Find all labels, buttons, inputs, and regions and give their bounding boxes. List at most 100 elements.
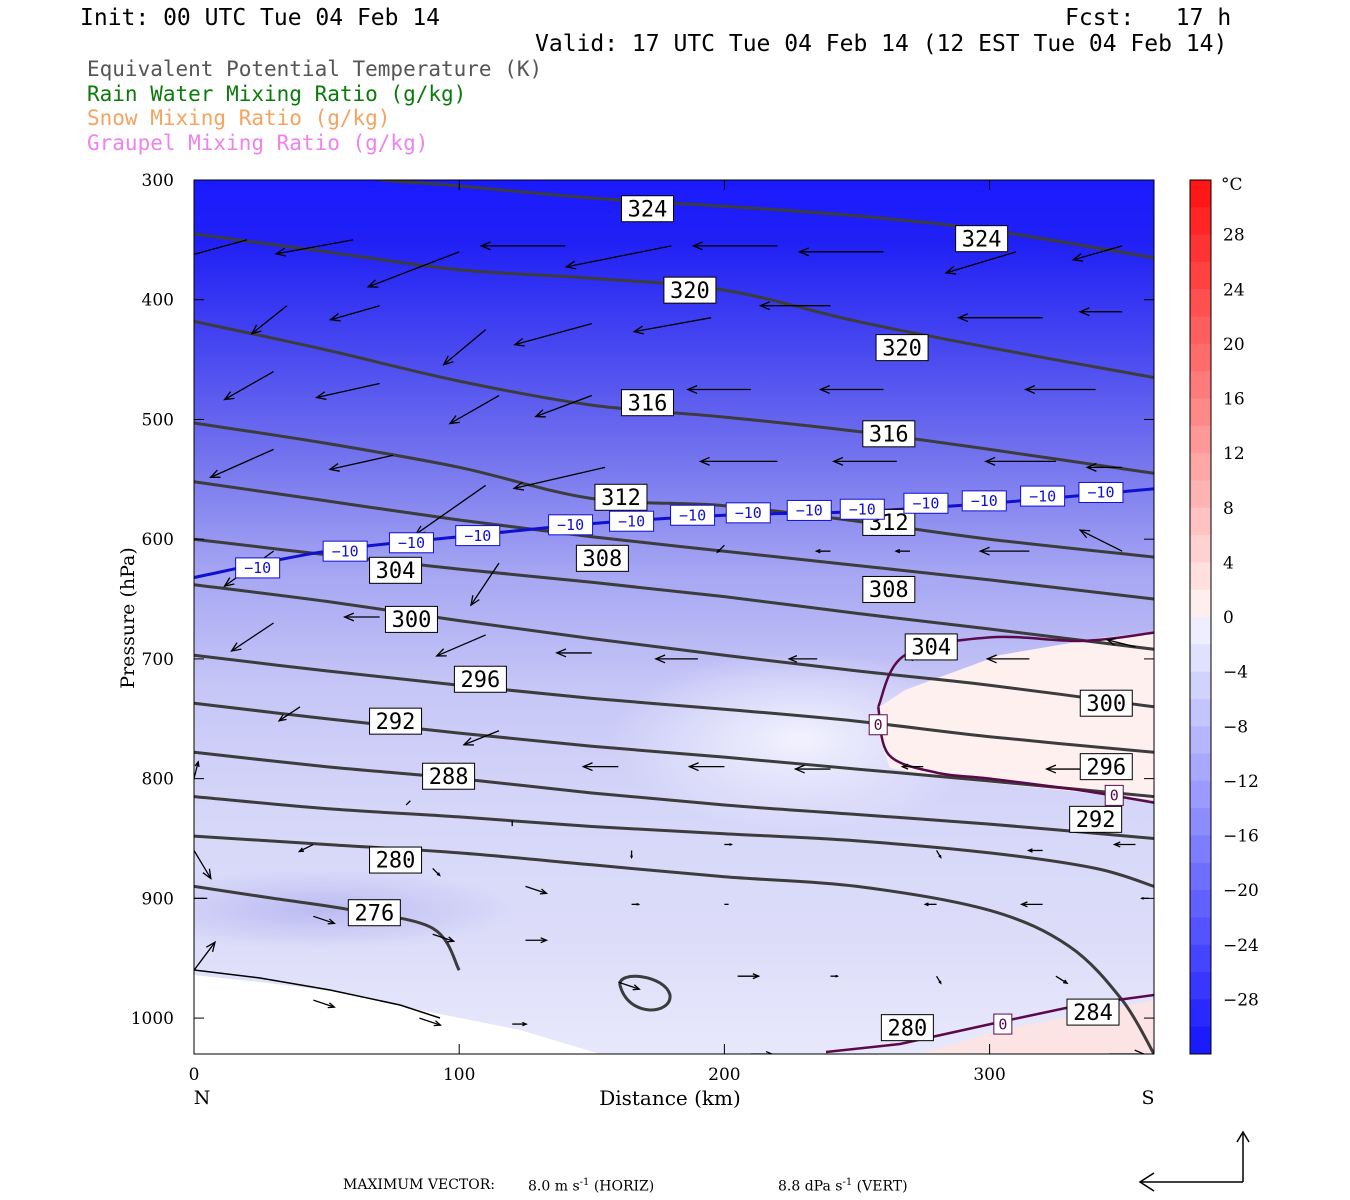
isotherm-minus10-label-box — [235, 557, 281, 579]
theta-e-label-text: 276 — [354, 901, 394, 926]
theta-e-label-box — [904, 633, 958, 661]
wind-vector-head — [814, 548, 821, 554]
theta-e-label: 316 — [620, 389, 674, 416]
colorbar-tick-label: 12 — [1223, 444, 1245, 464]
wind-vector-shaft — [618, 981, 640, 990]
wind-vector-head — [297, 847, 305, 853]
colorbar-swatch — [1190, 425, 1211, 454]
theta-e-label-text: 292 — [1076, 808, 1116, 833]
wind-vector-shaft — [278, 706, 301, 722]
isotherm-minus10-label-text: −10 — [849, 500, 876, 518]
wind-vector — [1019, 901, 1043, 908]
wind-vector-head — [209, 469, 221, 479]
wind-vector-head — [315, 391, 327, 400]
wind-vector-shaft — [405, 800, 411, 806]
y-tick-label: 1000 — [131, 1009, 174, 1029]
wind-vector — [793, 764, 831, 774]
isotherm-minus10-label: −10 — [670, 504, 716, 526]
theta-e-contour-300 — [194, 583, 1154, 709]
wind-vector — [525, 937, 549, 944]
wind-vector-head — [835, 974, 840, 978]
wind-vector-head — [793, 764, 805, 774]
colorbar-tick-label: 8 — [1223, 499, 1234, 519]
wind-vector-head — [539, 888, 549, 895]
isotherm-minus10-label: −10 — [548, 514, 594, 536]
wind-vector-head — [752, 973, 761, 980]
wind-vector — [984, 456, 1056, 466]
theta-e-label-text: 312 — [601, 486, 641, 511]
init-time: Init: 00 UTC Tue 04 Feb 14 — [80, 5, 441, 31]
wind-vector — [194, 940, 217, 971]
wind-vector — [1055, 975, 1069, 985]
wind-vector-head — [729, 843, 734, 846]
wind-vector-shaft — [1079, 529, 1123, 552]
wind-vector — [750, 1050, 774, 1054]
wind-vector-head — [479, 241, 491, 251]
wind-vector — [797, 247, 884, 257]
wind-vector — [479, 241, 566, 251]
isotherm-minus10-label: −10 — [839, 498, 885, 520]
theta-e-label-text: 296 — [461, 668, 501, 693]
wind-vector-head — [433, 1020, 442, 1027]
colorbar-tick-label: 24 — [1223, 280, 1245, 300]
wind-vector-head — [716, 549, 721, 554]
wind-vector-shaft — [1072, 245, 1123, 261]
wind-vector-shaft — [329, 454, 394, 471]
theta-e-label: 292 — [1069, 805, 1123, 833]
isotherm-minus10-label: −10 — [322, 540, 368, 562]
wind-vector — [419, 1017, 442, 1027]
wind-vector-head — [1140, 896, 1144, 900]
cold-pool-shading — [194, 870, 520, 950]
isotherm-minus10-label-text: −10 — [464, 527, 491, 545]
theta-e-label: 276 — [347, 899, 401, 926]
wind-vector-head — [470, 595, 480, 607]
isotherm-minus10-label-box — [961, 490, 1007, 512]
wind-vector — [631, 902, 641, 906]
wind-vector-head — [230, 642, 242, 652]
colorbar-swatch — [1190, 535, 1211, 563]
colorbar-tick-label: −16 — [1223, 827, 1259, 847]
wind-vector-head — [630, 855, 633, 860]
wind-vector-head — [1134, 1049, 1146, 1054]
wind-vector — [470, 562, 500, 607]
x-tick-label: 100 — [443, 1065, 475, 1085]
colorbar-tick-label: 20 — [1223, 335, 1245, 355]
colorbar-swatch — [1190, 671, 1211, 700]
colorbar-tick-label: −28 — [1223, 990, 1259, 1010]
wind-vector-head — [985, 654, 997, 664]
isotherm-minus10-label-box — [725, 502, 771, 524]
wind-vector-head — [900, 763, 909, 770]
theta-e-label: 320 — [875, 334, 929, 361]
terrain-line — [194, 969, 441, 1019]
wind-vector — [935, 850, 942, 859]
colorbar-swatch — [1190, 453, 1211, 481]
theta-e-label-text: 324 — [628, 197, 668, 222]
wind-vector — [534, 394, 593, 418]
wind-vector-head — [797, 247, 809, 257]
wind-vector-shaft — [525, 885, 547, 895]
colorbar-swatch — [1190, 944, 1211, 973]
wind-vector-head — [540, 937, 549, 944]
wind-vector-shaft — [313, 915, 335, 924]
theta-e-label-box — [862, 575, 916, 603]
theta-e-label: 320 — [663, 276, 717, 304]
wind-vector — [935, 975, 942, 985]
colorbar-swatch — [1190, 398, 1211, 427]
wind-vector-head — [534, 409, 546, 418]
theta-e-label: 304 — [904, 633, 958, 661]
max-vector-vert: 8.8 dPa s-1 (VERT) — [778, 1177, 908, 1195]
forecast-hour: Fcst: 17 h — [1065, 5, 1232, 31]
wind-vector — [405, 800, 411, 806]
theta-e-label: 324 — [620, 195, 674, 222]
wind-vector-head — [938, 980, 942, 985]
wind-vector-head — [170, 255, 180, 263]
wind-vector — [432, 933, 456, 943]
wind-vector-shaft — [463, 730, 500, 746]
wind-vector — [513, 323, 592, 347]
wind-vector-shaft — [514, 323, 592, 346]
theta-e-label-box — [1069, 805, 1123, 833]
wind-vector-head — [691, 241, 703, 251]
wind-vector-head — [442, 355, 454, 366]
wind-vector-head — [1105, 637, 1117, 646]
